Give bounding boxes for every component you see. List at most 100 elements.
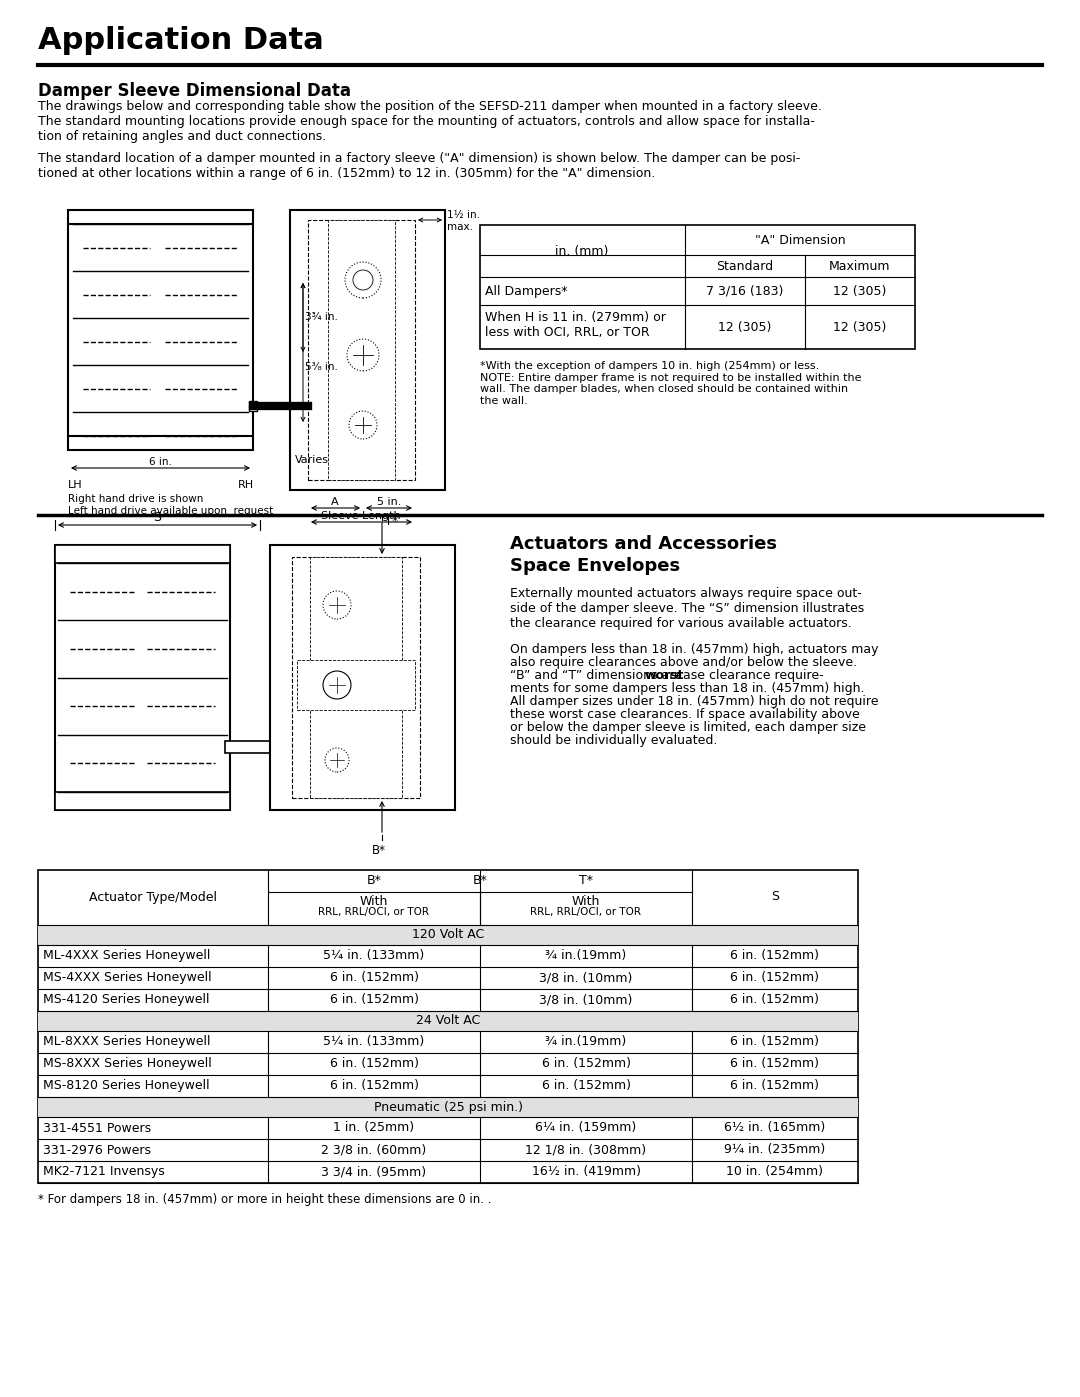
Text: 6 in. (152mm): 6 in. (152mm) <box>730 950 820 963</box>
Bar <box>328 219 395 481</box>
Text: RRL, RRL/OCI, or TOR: RRL, RRL/OCI, or TOR <box>530 907 642 916</box>
Bar <box>38 870 858 1183</box>
Bar <box>225 740 291 753</box>
Text: in. (mm): in. (mm) <box>555 244 609 257</box>
Text: 10 in. (254mm): 10 in. (254mm) <box>727 1165 824 1179</box>
Text: should be individually evaluated.: should be individually evaluated. <box>510 733 717 747</box>
Text: MK2-7121 Invensys: MK2-7121 Invensys <box>43 1165 165 1179</box>
Text: 331-2976 Powers: 331-2976 Powers <box>43 1144 151 1157</box>
Text: MS-8120 Series Honeywell: MS-8120 Series Honeywell <box>43 1080 210 1092</box>
Text: 1 in. (25mm): 1 in. (25mm) <box>334 1122 415 1134</box>
Text: Right hand drive is shown
Left hand drive available upon  request: Right hand drive is shown Left hand driv… <box>68 495 273 515</box>
Text: 3/8 in. (10mm): 3/8 in. (10mm) <box>539 993 633 1006</box>
Text: Maximum: Maximum <box>829 260 891 272</box>
Text: *With the exception of dampers 10 in. high (254mm) or less.
NOTE: Entire damper : *With the exception of dampers 10 in. hi… <box>480 360 862 405</box>
Text: 331-4551 Powers: 331-4551 Powers <box>43 1122 151 1134</box>
Bar <box>55 792 230 810</box>
Bar <box>297 659 415 710</box>
Text: A: A <box>332 497 339 507</box>
Text: T*: T* <box>579 875 593 887</box>
Text: The drawings below and corresponding table show the position of the SEFSD-211 da: The drawings below and corresponding tab… <box>38 101 822 142</box>
Text: these worst case clearances. If space availability above: these worst case clearances. If space av… <box>510 708 860 721</box>
Text: 6 in. (152mm): 6 in. (152mm) <box>730 971 820 985</box>
Text: 5¼ in. (133mm): 5¼ in. (133mm) <box>323 1035 424 1049</box>
Bar <box>310 557 402 798</box>
Text: case clearance require-: case clearance require- <box>673 669 824 682</box>
Text: B*: B* <box>372 844 386 856</box>
Text: With: With <box>360 895 388 908</box>
Text: 9¼ in. (235mm): 9¼ in. (235mm) <box>725 1144 825 1157</box>
Bar <box>38 1011 858 1031</box>
Text: Space Envelopes: Space Envelopes <box>510 557 680 576</box>
Text: 6¼ in. (159mm): 6¼ in. (159mm) <box>536 1122 636 1134</box>
Text: 6 in. (152mm): 6 in. (152mm) <box>541 1058 631 1070</box>
Text: S: S <box>771 890 779 904</box>
Text: 3¾ in.: 3¾ in. <box>305 312 338 321</box>
Text: MS-4XXX Series Honeywell: MS-4XXX Series Honeywell <box>43 971 212 985</box>
Text: 7 3/16 (183): 7 3/16 (183) <box>706 285 784 298</box>
Text: “B” and “T” dimensions are: “B” and “T” dimensions are <box>510 669 686 682</box>
Text: Actuator Type/Model: Actuator Type/Model <box>89 890 217 904</box>
Bar <box>308 219 415 481</box>
Bar <box>270 545 455 810</box>
Bar <box>291 210 445 490</box>
Text: 6 in. (152mm): 6 in. (152mm) <box>730 1035 820 1049</box>
Text: S: S <box>153 511 161 524</box>
Text: Damper Sleeve Dimensional Data: Damper Sleeve Dimensional Data <box>38 82 351 101</box>
Bar <box>480 225 915 349</box>
Text: 12 (305): 12 (305) <box>718 320 772 334</box>
Text: 6 in. (152mm): 6 in. (152mm) <box>730 1080 820 1092</box>
Text: T*: T* <box>384 515 399 528</box>
Text: 5³⁄₈ in.: 5³⁄₈ in. <box>305 362 338 372</box>
Text: or below the damper sleeve is limited, each damper size: or below the damper sleeve is limited, e… <box>510 721 866 733</box>
Text: 12 (305): 12 (305) <box>834 285 887 298</box>
Text: ML-8XXX Series Honeywell: ML-8XXX Series Honeywell <box>43 1035 211 1049</box>
Text: 6½ in. (165mm): 6½ in. (165mm) <box>725 1122 825 1134</box>
Text: 24 Volt AC: 24 Volt AC <box>416 1014 481 1028</box>
Bar <box>38 925 858 944</box>
Text: 6 in. (152mm): 6 in. (152mm) <box>329 971 419 985</box>
Text: RH: RH <box>238 481 254 490</box>
Text: B*: B* <box>366 875 381 887</box>
Bar <box>55 545 230 563</box>
Text: 6 in. (152mm): 6 in. (152mm) <box>730 993 820 1006</box>
Text: Varies: Varies <box>295 455 329 465</box>
Text: With: With <box>571 895 600 908</box>
Bar <box>55 545 230 810</box>
Text: * For dampers 18 in. (457mm) or more in height these dimensions are 0 in. .: * For dampers 18 in. (457mm) or more in … <box>38 1193 491 1206</box>
Text: 1½ in.
max.: 1½ in. max. <box>447 210 480 232</box>
Text: 6 in. (152mm): 6 in. (152mm) <box>730 1058 820 1070</box>
Text: LH: LH <box>68 481 83 490</box>
Text: When H is 11 in. (279mm) or
less with OCI, RRL, or TOR: When H is 11 in. (279mm) or less with OC… <box>485 312 666 339</box>
Text: 3 3/4 in. (95mm): 3 3/4 in. (95mm) <box>322 1165 427 1179</box>
Text: ML-4XXX Series Honeywell: ML-4XXX Series Honeywell <box>43 950 211 963</box>
Text: Sleeve Length: Sleeve Length <box>321 511 401 521</box>
Text: ments for some dampers less than 18 in. (457mm) high.: ments for some dampers less than 18 in. … <box>510 682 864 694</box>
Text: 3/8 in. (10mm): 3/8 in. (10mm) <box>539 971 633 985</box>
Text: Pneumatic (25 psi min.): Pneumatic (25 psi min.) <box>374 1101 523 1113</box>
Text: MS-8XXX Series Honeywell: MS-8XXX Series Honeywell <box>43 1058 212 1070</box>
Text: All Dampers*: All Dampers* <box>485 285 567 298</box>
Text: 6 in. (152mm): 6 in. (152mm) <box>329 993 419 1006</box>
Text: All damper sizes under 18 in. (457mm) high do not require: All damper sizes under 18 in. (457mm) hi… <box>510 694 878 708</box>
Text: ¾ in.(19mm): ¾ in.(19mm) <box>545 1035 626 1049</box>
Text: 6 in. (152mm): 6 in. (152mm) <box>329 1080 419 1092</box>
Text: 12 (305): 12 (305) <box>834 320 887 334</box>
Text: also require clearances above and/or below the sleeve.: also require clearances above and/or bel… <box>510 657 858 669</box>
Text: ¾ in.(19mm): ¾ in.(19mm) <box>545 950 626 963</box>
Text: 2 3/8 in. (60mm): 2 3/8 in. (60mm) <box>322 1144 427 1157</box>
Text: Standard: Standard <box>716 260 773 272</box>
Text: Actuators and Accessories: Actuators and Accessories <box>510 535 777 553</box>
Text: "A" Dimension: "A" Dimension <box>755 233 846 246</box>
Text: 5¼ in. (133mm): 5¼ in. (133mm) <box>323 950 424 963</box>
Text: On dampers less than 18 in. (457mm) high, actuators may: On dampers less than 18 in. (457mm) high… <box>510 643 878 657</box>
Text: RRL, RRL/OCI, or TOR: RRL, RRL/OCI, or TOR <box>319 907 430 916</box>
Bar <box>249 401 257 411</box>
Bar <box>68 210 253 450</box>
Text: 5 in.: 5 in. <box>377 497 401 507</box>
Text: 12 1/8 in. (308mm): 12 1/8 in. (308mm) <box>526 1144 647 1157</box>
Text: B*: B* <box>473 875 487 887</box>
Text: The standard location of a damper mounted in a factory sleeve ("A" dimension) is: The standard location of a damper mounte… <box>38 152 800 180</box>
Text: 6 in. (152mm): 6 in. (152mm) <box>329 1058 419 1070</box>
Text: 16½ in. (419mm): 16½ in. (419mm) <box>531 1165 640 1179</box>
